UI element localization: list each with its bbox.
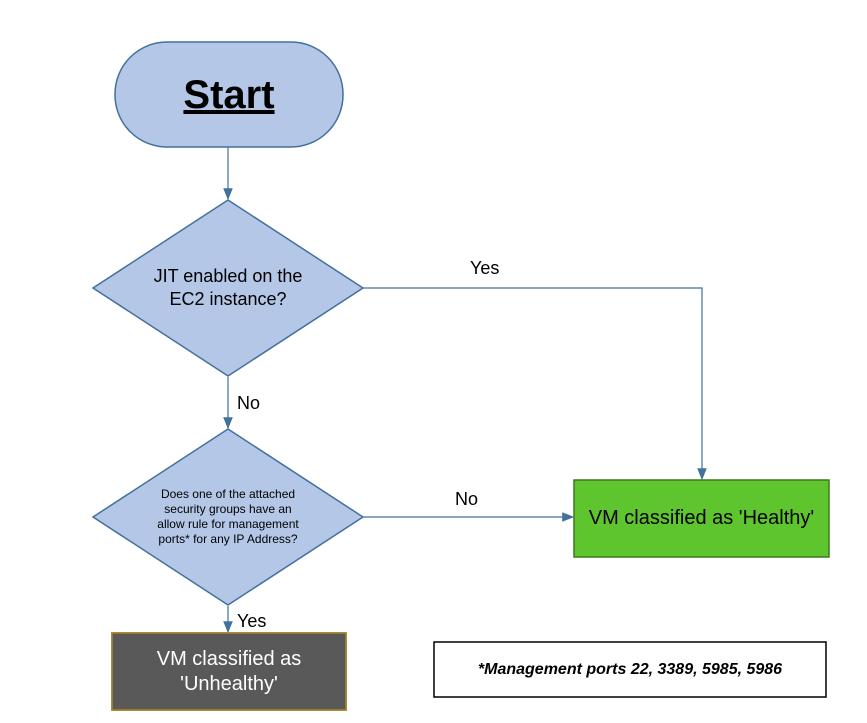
start-label: Start bbox=[115, 42, 343, 147]
edge-label-jit-no: No bbox=[237, 393, 260, 414]
edge-label-jit-yes: Yes bbox=[470, 258, 499, 279]
healthy-label: VM classified as 'Healthy' bbox=[574, 480, 829, 557]
unhealthy-label: VM classified as 'Unhealthy' bbox=[112, 633, 346, 710]
edge-label-sg-yes: Yes bbox=[237, 611, 266, 632]
sg-label: Does one of the attached security groups… bbox=[153, 457, 303, 577]
jit-label: JIT enabled on the EC2 instance? bbox=[153, 228, 303, 348]
edge-jit-yes bbox=[363, 288, 702, 479]
edge-label-sg-no: No bbox=[455, 489, 478, 510]
note-label: *Management ports 22, 3389, 5985, 5986 bbox=[434, 642, 826, 697]
